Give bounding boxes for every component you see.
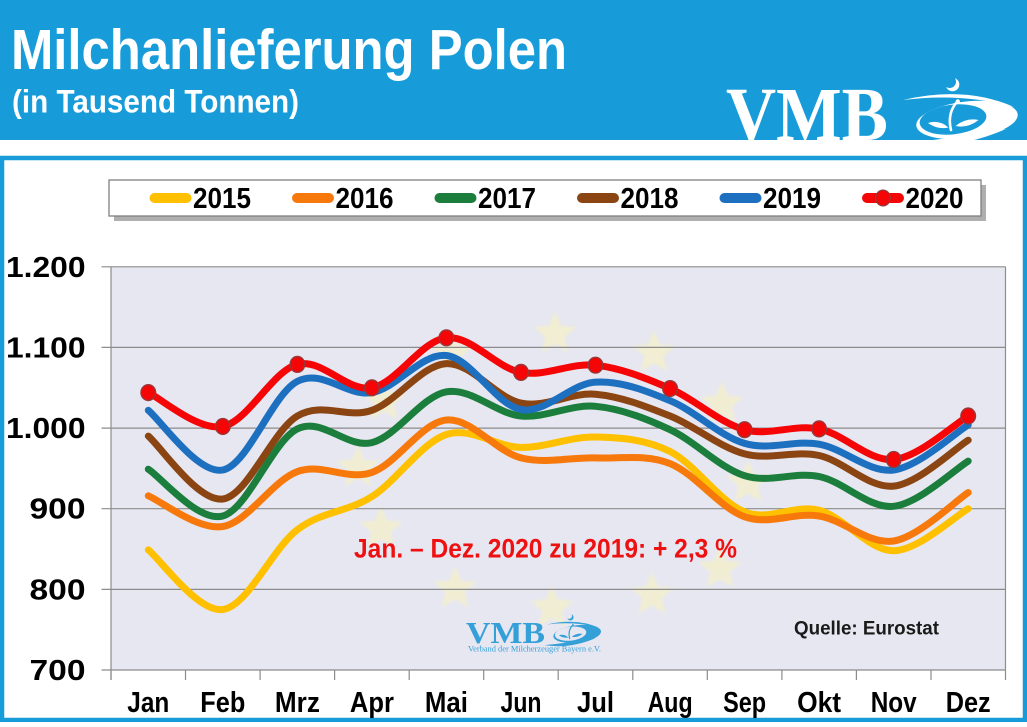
svg-text:VMB: VMB [466,615,545,650]
svg-text:Mrz: Mrz [275,687,320,719]
svg-text:2018: 2018 [621,183,679,215]
svg-text:VMB: VMB [726,73,888,157]
svg-text:900: 900 [30,494,86,526]
svg-text:1.200: 1.200 [6,252,86,284]
svg-text:Milchanlieferung Polen: Milchanlieferung Polen [11,18,567,82]
svg-text:Okt: Okt [797,687,841,719]
svg-text:2015: 2015 [193,183,251,215]
svg-text:Jan: Jan [127,687,169,719]
svg-text:Apr: Apr [350,687,394,719]
svg-text:Aug: Aug [648,687,693,719]
svg-text:(in Tausend Tonnen): (in Tausend Tonnen) [12,84,299,120]
svg-text:700: 700 [30,655,86,687]
svg-text:800: 800 [30,574,86,606]
svg-text:Jul: Jul [577,687,614,719]
svg-text:Nov: Nov [871,687,917,719]
svg-text:Dez: Dez [946,687,991,719]
svg-text:1.100: 1.100 [6,332,86,364]
svg-text:1.000: 1.000 [6,413,86,445]
svg-text:Sep: Sep [723,687,766,719]
svg-text:2020: 2020 [906,183,964,215]
svg-text:Jun: Jun [501,687,542,719]
svg-text:2017: 2017 [478,183,536,215]
svg-text:Mai: Mai [425,687,468,719]
svg-text:Jan. – Dez. 2020 zu 2019: + 2,: Jan. – Dez. 2020 zu 2019: + 2,3 % [354,534,737,564]
svg-text:2016: 2016 [336,183,394,215]
svg-text:Quelle: Eurostat: Quelle: Eurostat [794,619,940,640]
svg-text:Feb: Feb [200,687,245,719]
svg-text:Verband der Milcherzeuger Baye: Verband der Milcherzeuger Bayern e.V. [468,644,601,654]
svg-text:2019: 2019 [763,183,821,215]
